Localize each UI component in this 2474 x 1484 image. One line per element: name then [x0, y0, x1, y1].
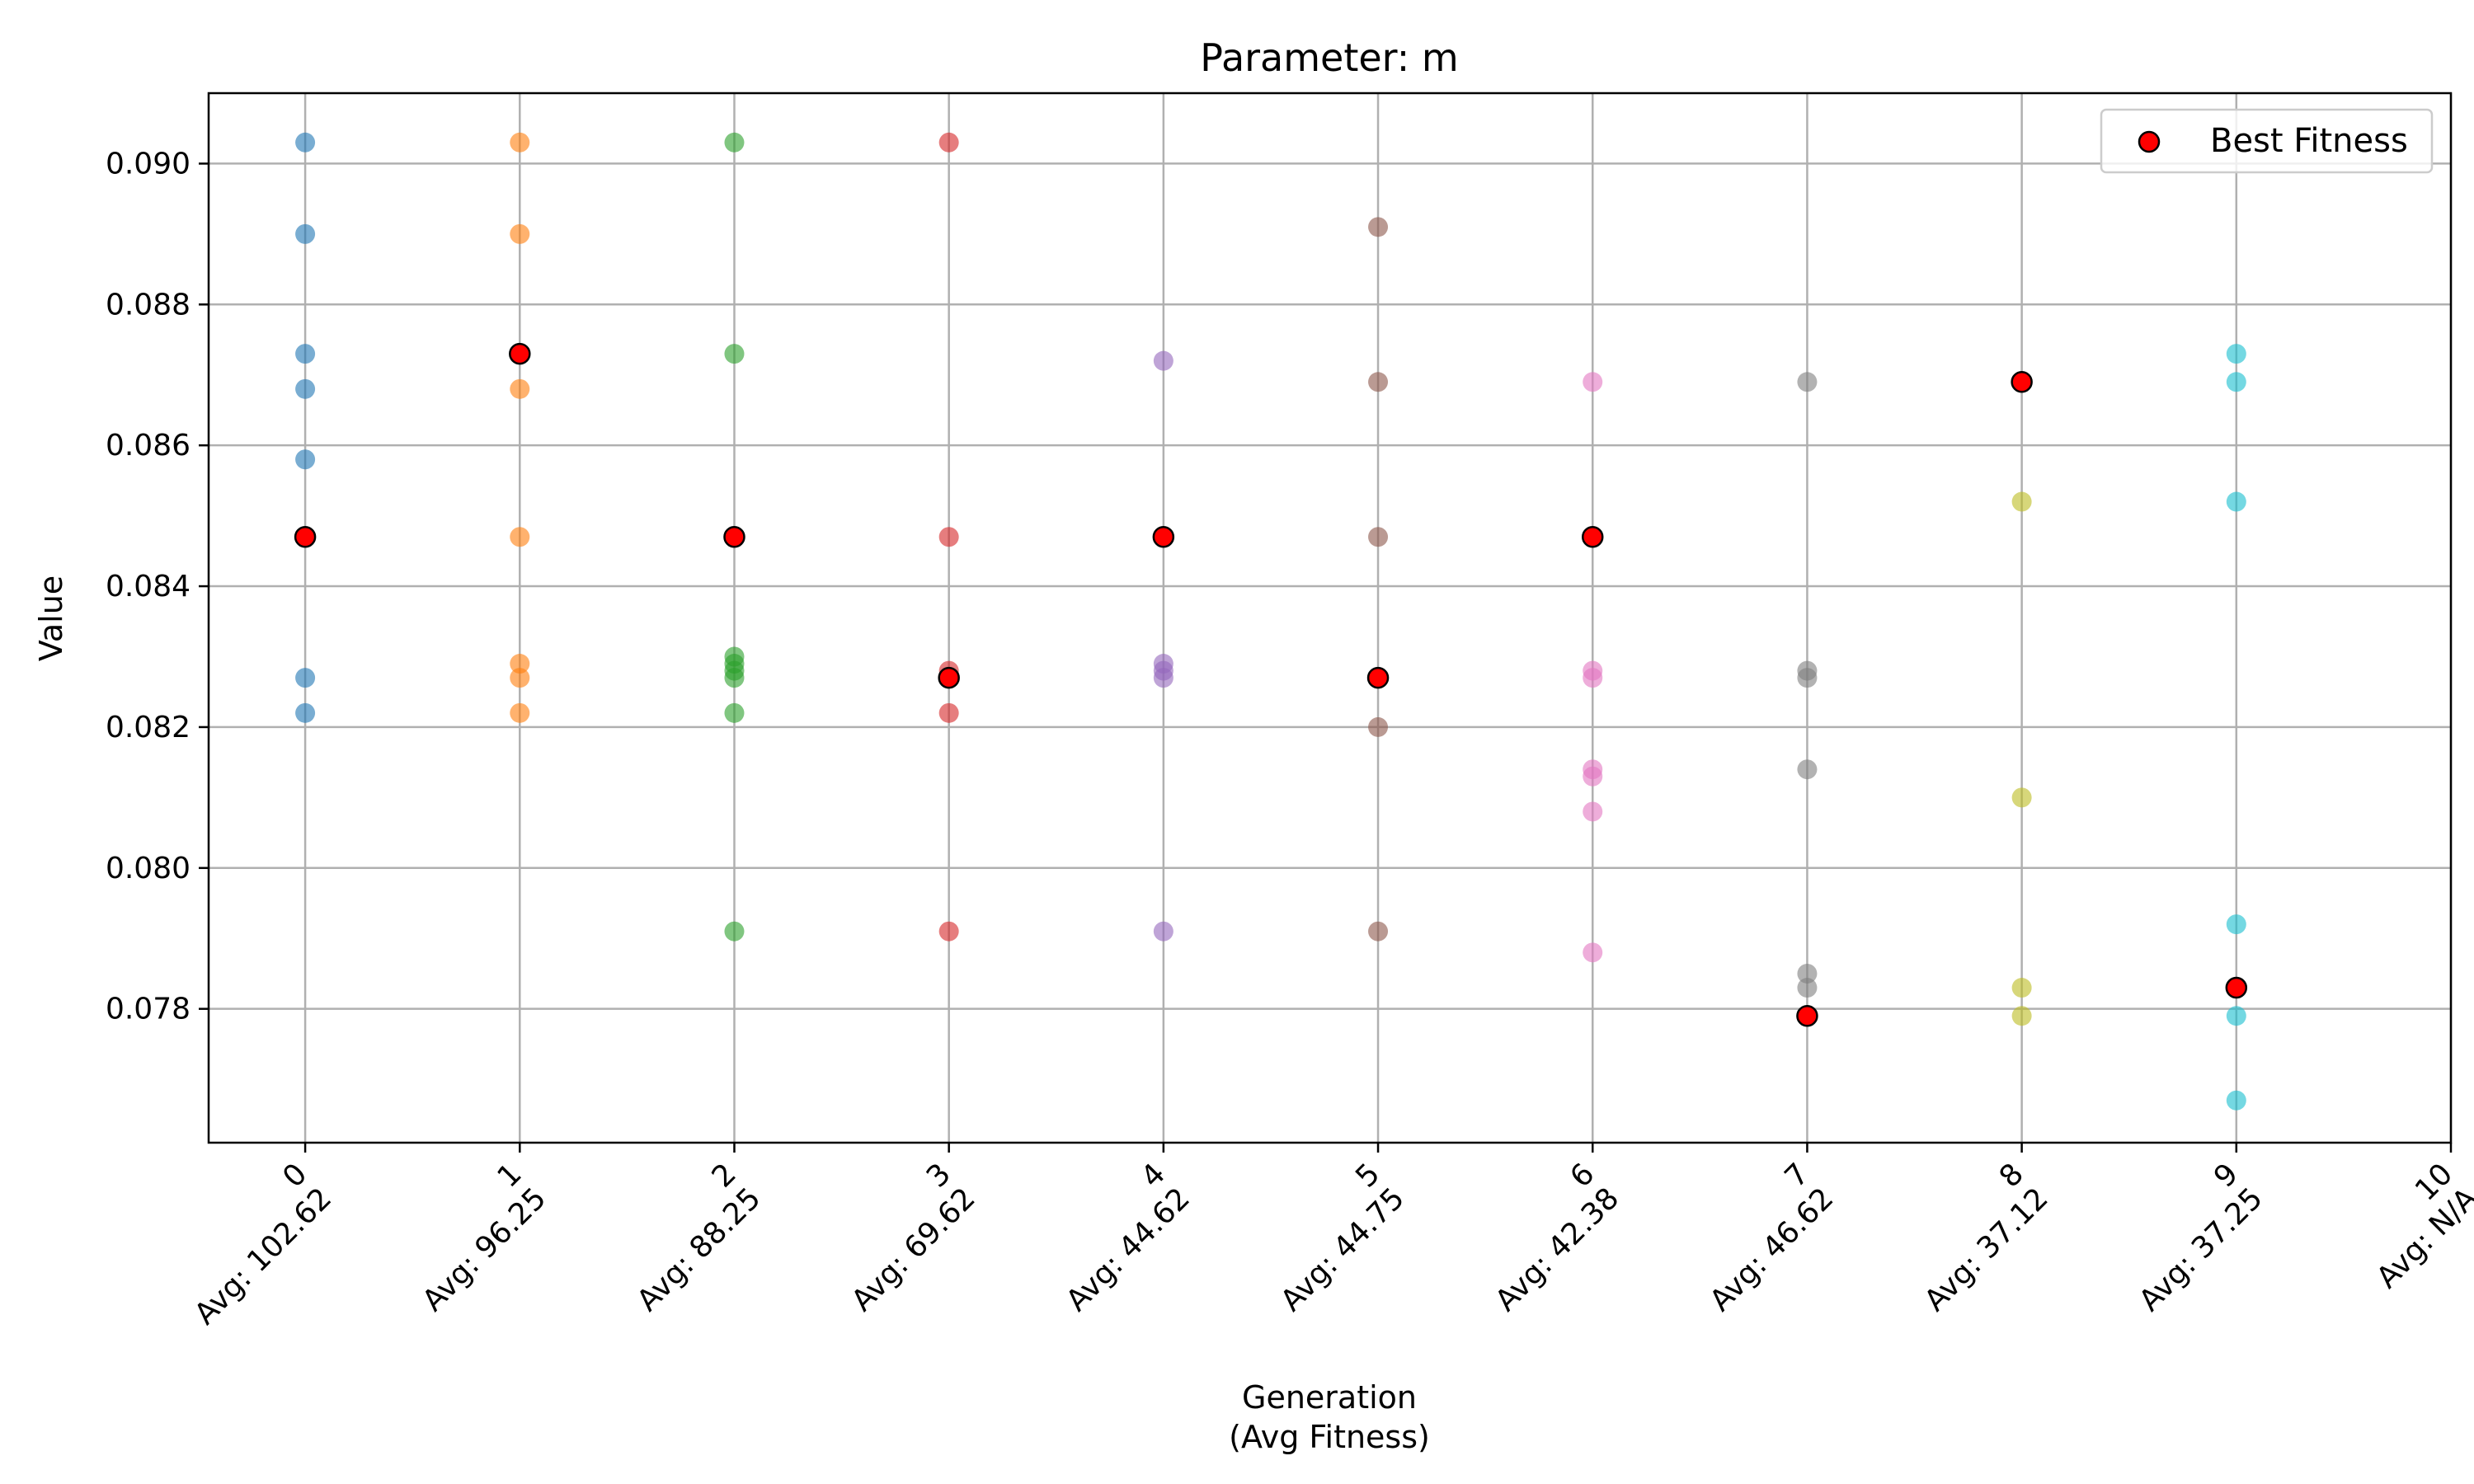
best-fitness-points: [294, 342, 2248, 1027]
data-point-gen-9: [2226, 1006, 2246, 1026]
data-point-gen-1: [510, 702, 530, 723]
data-point-gen-6: [1583, 801, 1603, 822]
best-fitness-point-gen-1: [509, 342, 531, 365]
data-point-gen-0: [295, 344, 316, 364]
data-point-gen-4: [1153, 668, 1174, 688]
data-point-gen-1: [510, 132, 530, 153]
best-fitness-point-gen-6: [1581, 525, 1604, 548]
data-point-gen-7: [1797, 759, 1818, 780]
data-point-gen-3: [938, 702, 959, 723]
data-point-gen-0: [295, 702, 316, 723]
data-point-gen-5: [1368, 921, 1389, 942]
data-point-gen-9: [2226, 1090, 2246, 1111]
y-tick-label: 0.090: [106, 147, 190, 181]
legend-label-best-fitness: Best Fitness: [2210, 122, 2408, 160]
data-point-gen-2: [724, 668, 745, 688]
data-point-gen-8: [2011, 1006, 2032, 1026]
data-point-gen-0: [295, 449, 316, 470]
data-point-gen-5: [1368, 372, 1389, 392]
data-point-gen-0: [295, 223, 316, 244]
data-point-gen-7: [1797, 978, 1818, 998]
data-point-gen-3: [938, 921, 959, 942]
data-point-gen-5: [1368, 217, 1389, 237]
data-point-gen-9: [2226, 914, 2246, 935]
data-point-gen-6: [1583, 766, 1603, 787]
data-point-gen-9: [2226, 344, 2246, 364]
data-point-gen-0: [295, 668, 316, 688]
best-fitness-point-gen-0: [294, 525, 317, 548]
x-axis-label-line1: Generation: [1242, 1379, 1417, 1416]
data-point-gen-7: [1797, 372, 1818, 392]
data-point-gen-5: [1368, 716, 1389, 737]
data-point-gen-2: [724, 921, 745, 942]
y-tick-label: 0.086: [106, 429, 190, 463]
plot-frame: [207, 92, 2453, 1144]
data-point-gen-7: [1797, 668, 1818, 688]
data-point-gen-8: [2011, 787, 2032, 808]
data-point-gen-1: [510, 527, 530, 547]
chart-title: Parameter: m: [1200, 35, 1458, 80]
data-point-gen-7: [1797, 963, 1818, 984]
best-fitness-point-gen-5: [1366, 666, 1390, 689]
data-point-gen-5: [1368, 527, 1389, 547]
best-fitness-point-gen-9: [2225, 976, 2248, 999]
legend: Best Fitness: [2100, 108, 2434, 174]
y-tick-label: 0.082: [106, 711, 190, 744]
data-points: [295, 132, 2246, 1111]
x-axis-label-line2: (Avg Fitness): [1229, 1419, 1430, 1455]
data-point-gen-1: [510, 223, 530, 244]
data-point-gen-2: [724, 132, 745, 153]
data-point-gen-2: [724, 344, 745, 364]
y-axis-label: Value: [33, 575, 69, 661]
best-fitness-point-gen-3: [938, 666, 960, 689]
y-tick-label: 0.080: [106, 852, 190, 885]
data-point-gen-4: [1153, 350, 1174, 371]
data-point-gen-3: [938, 132, 959, 153]
legend-marker: [2138, 130, 2161, 153]
best-fitness-point-gen-4: [1152, 525, 1175, 548]
data-point-gen-0: [295, 132, 316, 153]
best-fitness-point-gen-7: [1796, 1004, 1818, 1027]
legend-box: [2100, 108, 2434, 174]
data-point-gen-2: [724, 702, 745, 723]
best-fitness-point-gen-8: [2011, 371, 2033, 393]
data-point-gen-6: [1583, 942, 1603, 963]
data-point-gen-6: [1583, 668, 1603, 688]
data-point-gen-1: [510, 654, 530, 674]
data-point-gen-4: [1153, 921, 1174, 942]
data-point-gen-6: [1583, 372, 1603, 392]
data-point-gen-9: [2226, 372, 2246, 392]
data-point-gen-3: [938, 527, 959, 547]
data-point-gen-9: [2226, 491, 2246, 512]
y-tick-label: 0.084: [106, 570, 190, 603]
data-point-gen-0: [295, 378, 316, 399]
data-point-gen-1: [510, 378, 530, 399]
y-axis-ticks: 0.078 0.080 0.082 0.084 0.086 0.088 0.090: [106, 147, 209, 1026]
y-tick-label: 0.078: [106, 993, 190, 1026]
data-point-gen-8: [2011, 491, 2032, 512]
y-tick-label: 0.088: [106, 288, 190, 322]
best-fitness-point-gen-2: [723, 525, 745, 548]
data-point-gen-1: [510, 668, 530, 688]
data-point-gen-8: [2011, 978, 2032, 998]
